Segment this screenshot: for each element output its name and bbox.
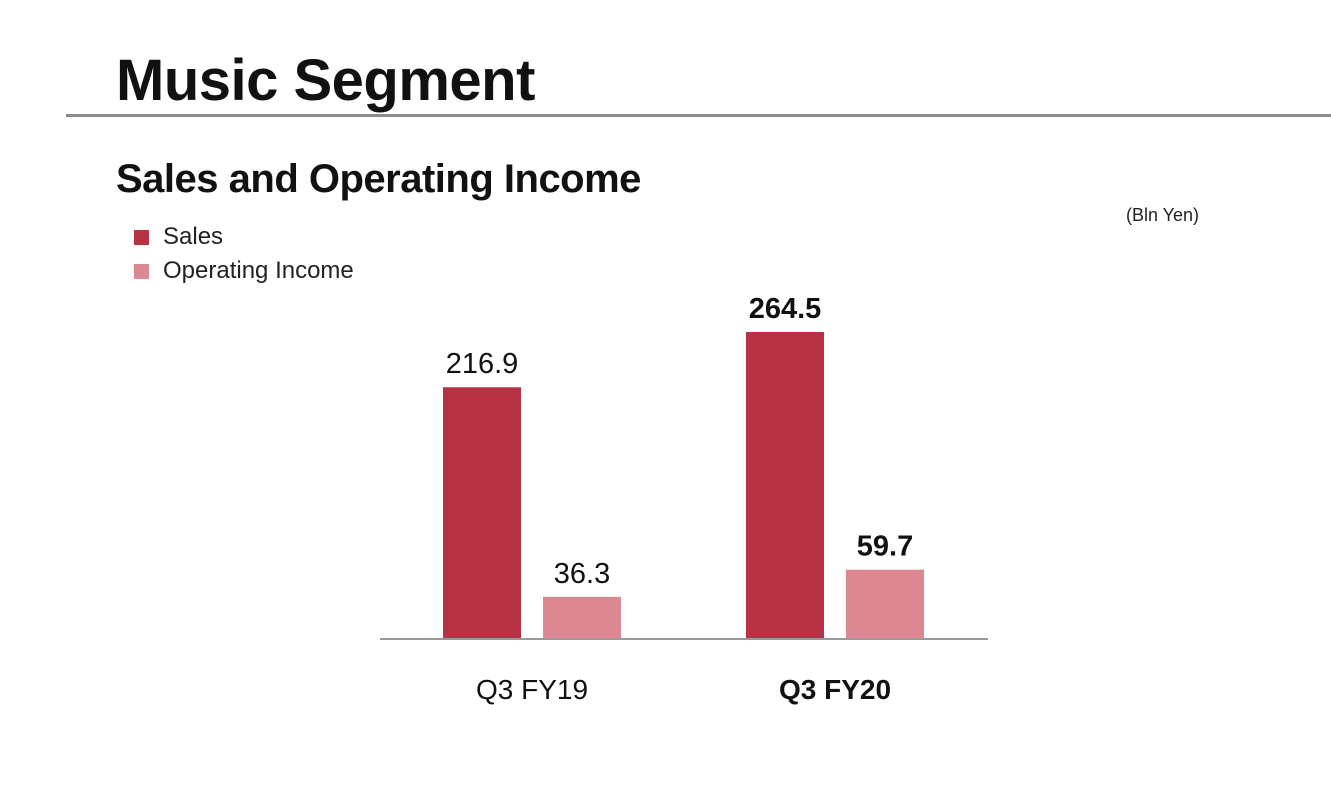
legend-label-operating-income: Operating Income — [163, 257, 354, 284]
bar-operating-income-1 — [543, 596, 621, 639]
page-title: Music Segment — [116, 48, 535, 113]
data-label-operating-income-2: 59.7 — [857, 531, 913, 563]
chart-legend: Sales Operating Income — [134, 220, 354, 288]
bar-sales-2 — [746, 332, 824, 639]
data-label-sales-1: 216.9 — [446, 348, 519, 380]
category-label-1: Q3 FY19 — [476, 674, 588, 705]
legend-swatch-operating-income — [134, 263, 149, 279]
legend-label-sales: Sales — [163, 223, 224, 250]
legend-item-operating-income: Operating Income — [134, 254, 354, 288]
chart-title: Sales and Operating Income — [116, 157, 641, 201]
data-label-operating-income-1: 36.3 — [554, 558, 610, 590]
title-divider — [66, 114, 1331, 117]
unit-label: (Bln Yen) — [1126, 205, 1200, 225]
legend-item-sales: Sales — [134, 220, 354, 254]
bar-sales-1 — [443, 387, 521, 639]
bar-operating-income-2 — [846, 569, 924, 639]
category-label-2: Q3 FY20 — [779, 674, 891, 705]
legend-swatch-sales — [134, 229, 149, 245]
data-label-sales-2: 264.5 — [749, 293, 822, 325]
